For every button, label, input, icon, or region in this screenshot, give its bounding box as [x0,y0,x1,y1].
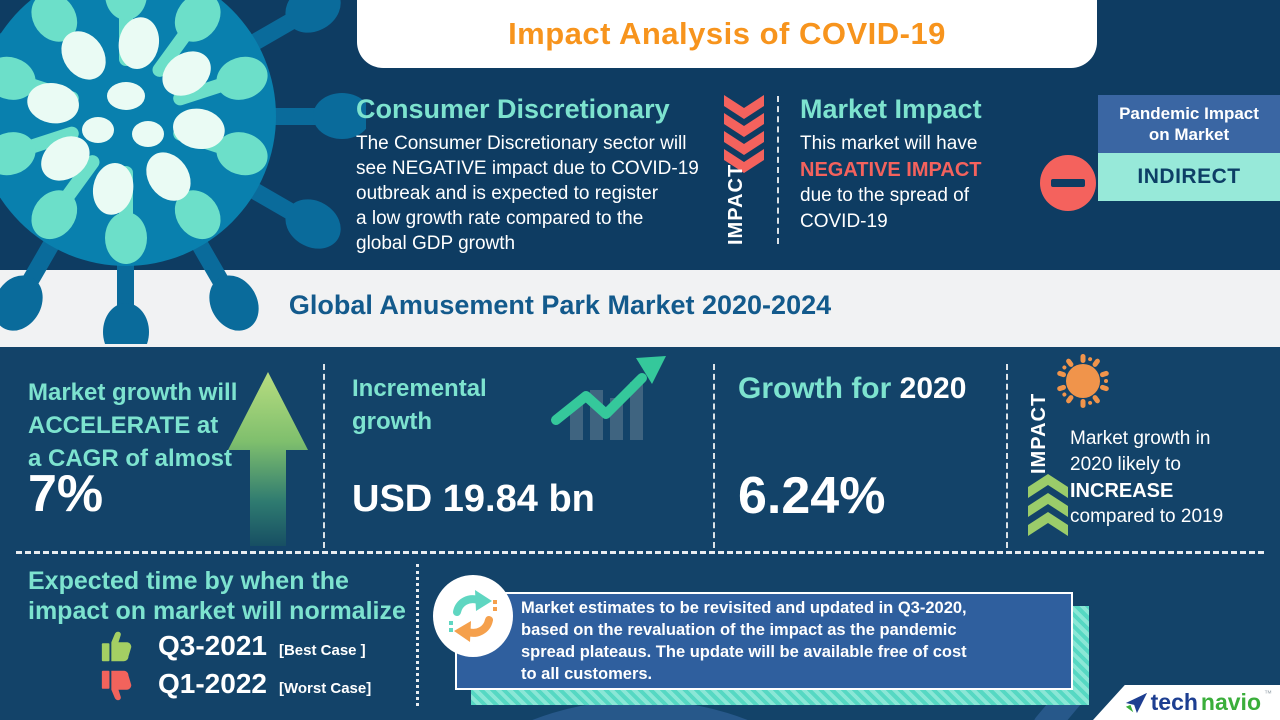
technavio-arrow-icon [1125,692,1147,713]
pandemic-panel-title-line1: Pandemic Impact [1119,104,1259,123]
bottom-section-divider [416,564,419,706]
market-impact-body: This market will have NEGATIVE IMPACT du… [800,131,981,235]
market-impact-line: due to the spread of [800,185,970,206]
growth-year-text: 2020 [899,372,967,405]
brand-trademark: ™ [1264,689,1272,698]
impact-2020-text: Market growth in 2020 likely to INCREASE… [1070,426,1223,530]
normalize-title-line: Expected time by when the [28,567,349,595]
stats-divider-1 [323,364,325,548]
refresh-arrows-icon [449,590,497,642]
thumbs-down-icon [101,670,132,701]
minus-bar [1051,179,1085,187]
pandemic-impact-value-badge: INDIRECT [1098,153,1280,201]
consumer-body-line: outbreak and is expected to register [356,183,659,204]
consumer-discretionary-title: Consumer Discretionary [356,94,670,124]
chevrons-down-icon [724,95,764,173]
cagr-label-line: Market growth will [28,379,238,406]
normalize-title: Expected time by when the impact on mark… [28,566,406,626]
thumbs-up-icon [101,631,132,662]
pandemic-impact-panel: Pandemic Impact on Market [1098,95,1280,153]
growth-2020-value: 6.24% [738,467,886,525]
impact-text-line: compared to 2019 [1070,506,1224,527]
stats-impact-vertical-label: IMPACT [1028,392,1050,474]
page-title: Impact Analysis of COVID-19 [508,16,946,51]
virus-orange-icon [1057,354,1109,408]
consumer-discretionary-body: The Consumer Discretionary sector will s… [356,131,699,256]
consumer-body-line: see NEGATIVE impact due to COVID-19 [356,158,699,179]
growth-2020-label: Growth for 2020 [738,372,966,405]
consumer-body-line: The Consumer Discretionary sector will [356,133,687,154]
worst-case-row: Q1-2022 [Worst Case] [158,668,371,700]
market-title: Global Amusement Park Market 2020-2024 [288,290,832,320]
best-case-label: [Best Case ] [278,642,366,659]
technavio-logo: tech navio ™ [1093,685,1280,720]
coronavirus-illustration [0,0,366,344]
minus-circle-icon [1040,155,1096,211]
cagr-label-line: ACCELERATE at [28,412,219,439]
horizontal-dashed-separator [16,551,1264,554]
cagr-label-line: a CAGR of almost [28,445,233,472]
stats-divider-3 [1006,364,1008,548]
best-case-value: Q3-2021 [158,630,267,661]
growth-for-text: Growth for [738,372,892,405]
cagr-stat-label: Market growth will ACCELERATE at a CAGR … [28,376,237,475]
market-impact-line: This market will have [800,133,978,154]
refresh-icon-circle [433,575,513,657]
consumer-body-line: global GDP growth [356,233,516,254]
worst-case-label: [Worst Case] [278,680,372,697]
brand-text-tech: tech [1150,689,1198,715]
incremental-label-line: Incremental [352,375,487,402]
normalize-title-line: impact on market will normalize [28,597,406,625]
market-impact-line: COVID-19 [800,211,888,232]
incremental-label-line: growth [352,408,432,435]
cagr-value: 7% [28,465,104,523]
incremental-growth-label: Incremental growth [352,372,487,438]
consumer-body-line: a low growth rate compared to the [356,208,644,229]
pandemic-panel-title-line2: on Market [1148,125,1230,144]
stats-divider-2 [713,364,715,548]
note-line: based on the revaluation of the impact a… [521,621,957,639]
indirect-label: INDIRECT [1137,165,1241,188]
best-case-row: Q3-2021 [Best Case ] [158,630,366,662]
chevrons-up-icon [1028,474,1068,536]
note-line: Market estimates to be revisited and upd… [521,599,967,617]
impact-vertical-label: IMPACT [725,163,747,245]
top-section-divider [777,96,779,244]
incremental-growth-value: USD 19.84 bn [352,478,595,520]
negative-impact-highlight: NEGATIVE IMPACT [800,159,982,181]
note-line: spread plateaus. The update will be avai… [521,643,967,661]
worst-case-value: Q1-2022 [158,668,267,699]
note-line: to all customers. [521,665,653,683]
market-impact-title: Market Impact [800,94,982,124]
growth-arrow-up-icon [228,372,308,546]
impact-text-line: Market growth in [1070,428,1211,449]
line-chart-icon [551,356,666,440]
impact-text-line: 2020 likely to [1070,454,1181,475]
note-box: Market estimates to be revisited and upd… [455,592,1073,690]
increase-highlight: INCREASE [1070,480,1174,502]
header-banner: Impact Analysis of COVID-19 [357,0,1097,68]
brand-text-navio: navio [1200,689,1261,715]
